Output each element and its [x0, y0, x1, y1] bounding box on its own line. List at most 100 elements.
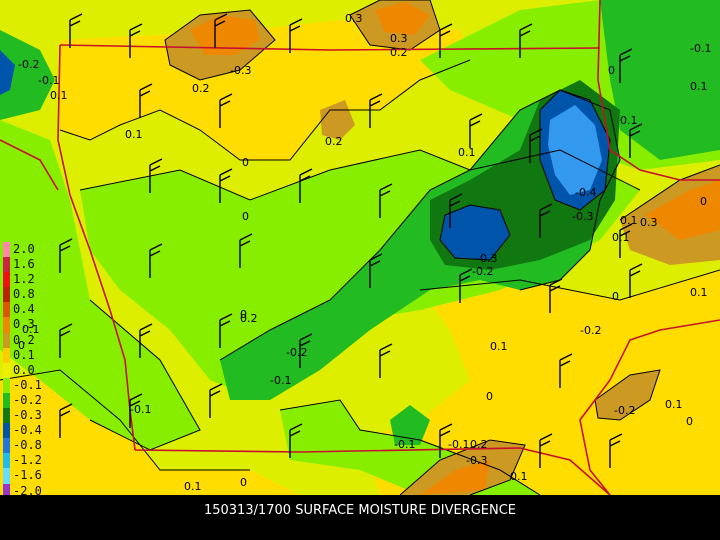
contour-label: 0	[242, 210, 249, 223]
contour-label: -0.1	[690, 42, 711, 55]
wind-barb	[214, 13, 228, 48]
wind-barb	[469, 113, 483, 148]
wind-barb	[219, 93, 233, 128]
legend-swatch	[3, 242, 10, 258]
contour-line	[279, 399, 541, 495]
wind-barb	[59, 403, 73, 438]
legend-entry: 0.0	[3, 362, 59, 378]
contour-label: 0.2	[470, 438, 488, 451]
wind-barb	[449, 193, 463, 228]
legend-entry: -1.6	[3, 468, 59, 484]
contour-label: 0.1	[620, 214, 638, 227]
contour-line	[439, 204, 511, 261]
legend-entry: -0.2	[3, 392, 59, 409]
wind-barb	[369, 93, 383, 128]
state-border	[134, 447, 611, 495]
fill-orange-north-a-core	[190, 15, 260, 55]
contour-label: 0	[240, 476, 247, 489]
contour-labels: -0.2-0.10.3-0.30.20.30.2-0.100.100.20.1-…	[18, 12, 711, 493]
wind-barb	[59, 323, 73, 358]
legend-label: -1.6	[13, 468, 42, 483]
wind-barb	[439, 23, 453, 58]
legend-label: -0.8	[13, 438, 42, 453]
wind-barb	[219, 168, 233, 203]
wind-barb	[379, 183, 393, 218]
legend-label: 0.3	[13, 317, 35, 332]
legend-label: -2.0	[13, 483, 42, 498]
contour-label: 0.1	[665, 398, 683, 411]
legend-swatch	[3, 483, 10, 499]
legend-label: 1.6	[13, 257, 35, 272]
legend-label: 2.0	[13, 242, 35, 256]
contour-label: 0.3	[345, 12, 363, 25]
wind-barb	[629, 123, 643, 158]
wind-barb	[299, 168, 313, 203]
legend-label: 0.2	[13, 332, 35, 347]
contour-label: 0.1	[620, 114, 638, 127]
fill-orange-south	[400, 440, 525, 495]
wind-barb	[129, 23, 143, 58]
legend-swatch	[3, 408, 10, 424]
contour-label: 0.2	[192, 82, 210, 95]
legend-swatch	[3, 453, 10, 469]
legend-label: -0.2	[13, 392, 42, 407]
wind-barb	[459, 268, 473, 303]
wind-barb	[609, 433, 623, 468]
contour-line	[539, 89, 611, 211]
legend-swatch	[3, 468, 10, 484]
contour-label: 0.1	[612, 231, 630, 244]
contour-label: 0.1	[50, 89, 68, 102]
fill-blue-core-west	[440, 205, 510, 260]
fill-cyan-core	[548, 105, 602, 195]
legend-entry: -0.3	[3, 408, 59, 424]
wind-barb	[219, 313, 233, 348]
wind-barb	[529, 128, 543, 163]
legend-entry: -2.0	[3, 483, 59, 499]
contour-label: -0.1	[38, 74, 59, 87]
contour-line	[219, 89, 621, 361]
legend-entry: 0.2	[3, 332, 59, 348]
color-legend: 2.0 1.6 1.2 0.8 0.4 0.3 0.2 0.1 0.0 -0.1 -0.2 -0.3-…	[3, 242, 59, 499]
legend-swatch	[3, 287, 10, 303]
wind-barb	[209, 383, 223, 418]
fill-orange-southeast	[595, 370, 660, 420]
contour-label: -0.1	[270, 374, 291, 387]
fill-yellow-southeast	[360, 270, 720, 495]
wind-barb	[369, 253, 383, 288]
contour-line	[419, 269, 720, 301]
contour-line	[399, 439, 526, 495]
legend-swatch	[3, 438, 10, 454]
legend-swatch	[3, 272, 10, 288]
contour-line	[79, 149, 641, 201]
contour-label: 0	[608, 64, 615, 77]
contour-line	[164, 9, 276, 81]
wind-barb	[69, 13, 83, 48]
legend-entry: -1.2	[3, 453, 59, 469]
contour-label: 0	[686, 415, 693, 428]
contour-label: 0.1	[184, 480, 202, 493]
legend-entry: 0.4	[3, 302, 59, 318]
fill-orange-north-b-core	[375, 2, 430, 35]
contour-label: -0.1	[130, 403, 151, 416]
contour-label: 0	[612, 290, 619, 303]
legend-label: 0.4	[13, 302, 35, 317]
contour-label: -0.2	[18, 58, 39, 71]
legend-swatch	[3, 317, 10, 333]
wind-barb	[539, 433, 553, 468]
contour-label: -0.3	[572, 210, 593, 223]
contour-label: -0.3	[476, 252, 497, 265]
contour-label: 0	[700, 195, 707, 208]
contour-label: 0.1	[690, 286, 708, 299]
fill-lightgreen-west	[0, 120, 200, 450]
contour-label: -0.2	[580, 324, 601, 337]
contour-label: -0.3	[230, 64, 251, 77]
wind-barb	[149, 243, 163, 278]
contour-label: 0	[242, 156, 249, 169]
legend-label: 0.1	[13, 347, 35, 362]
fill-green-northeast	[600, 0, 720, 160]
legend-entry: -0.8	[3, 438, 59, 454]
legend-label: -0.3	[13, 408, 42, 423]
state-border	[57, 44, 136, 451]
legend-swatch	[3, 377, 10, 393]
wind-barb	[139, 323, 153, 358]
